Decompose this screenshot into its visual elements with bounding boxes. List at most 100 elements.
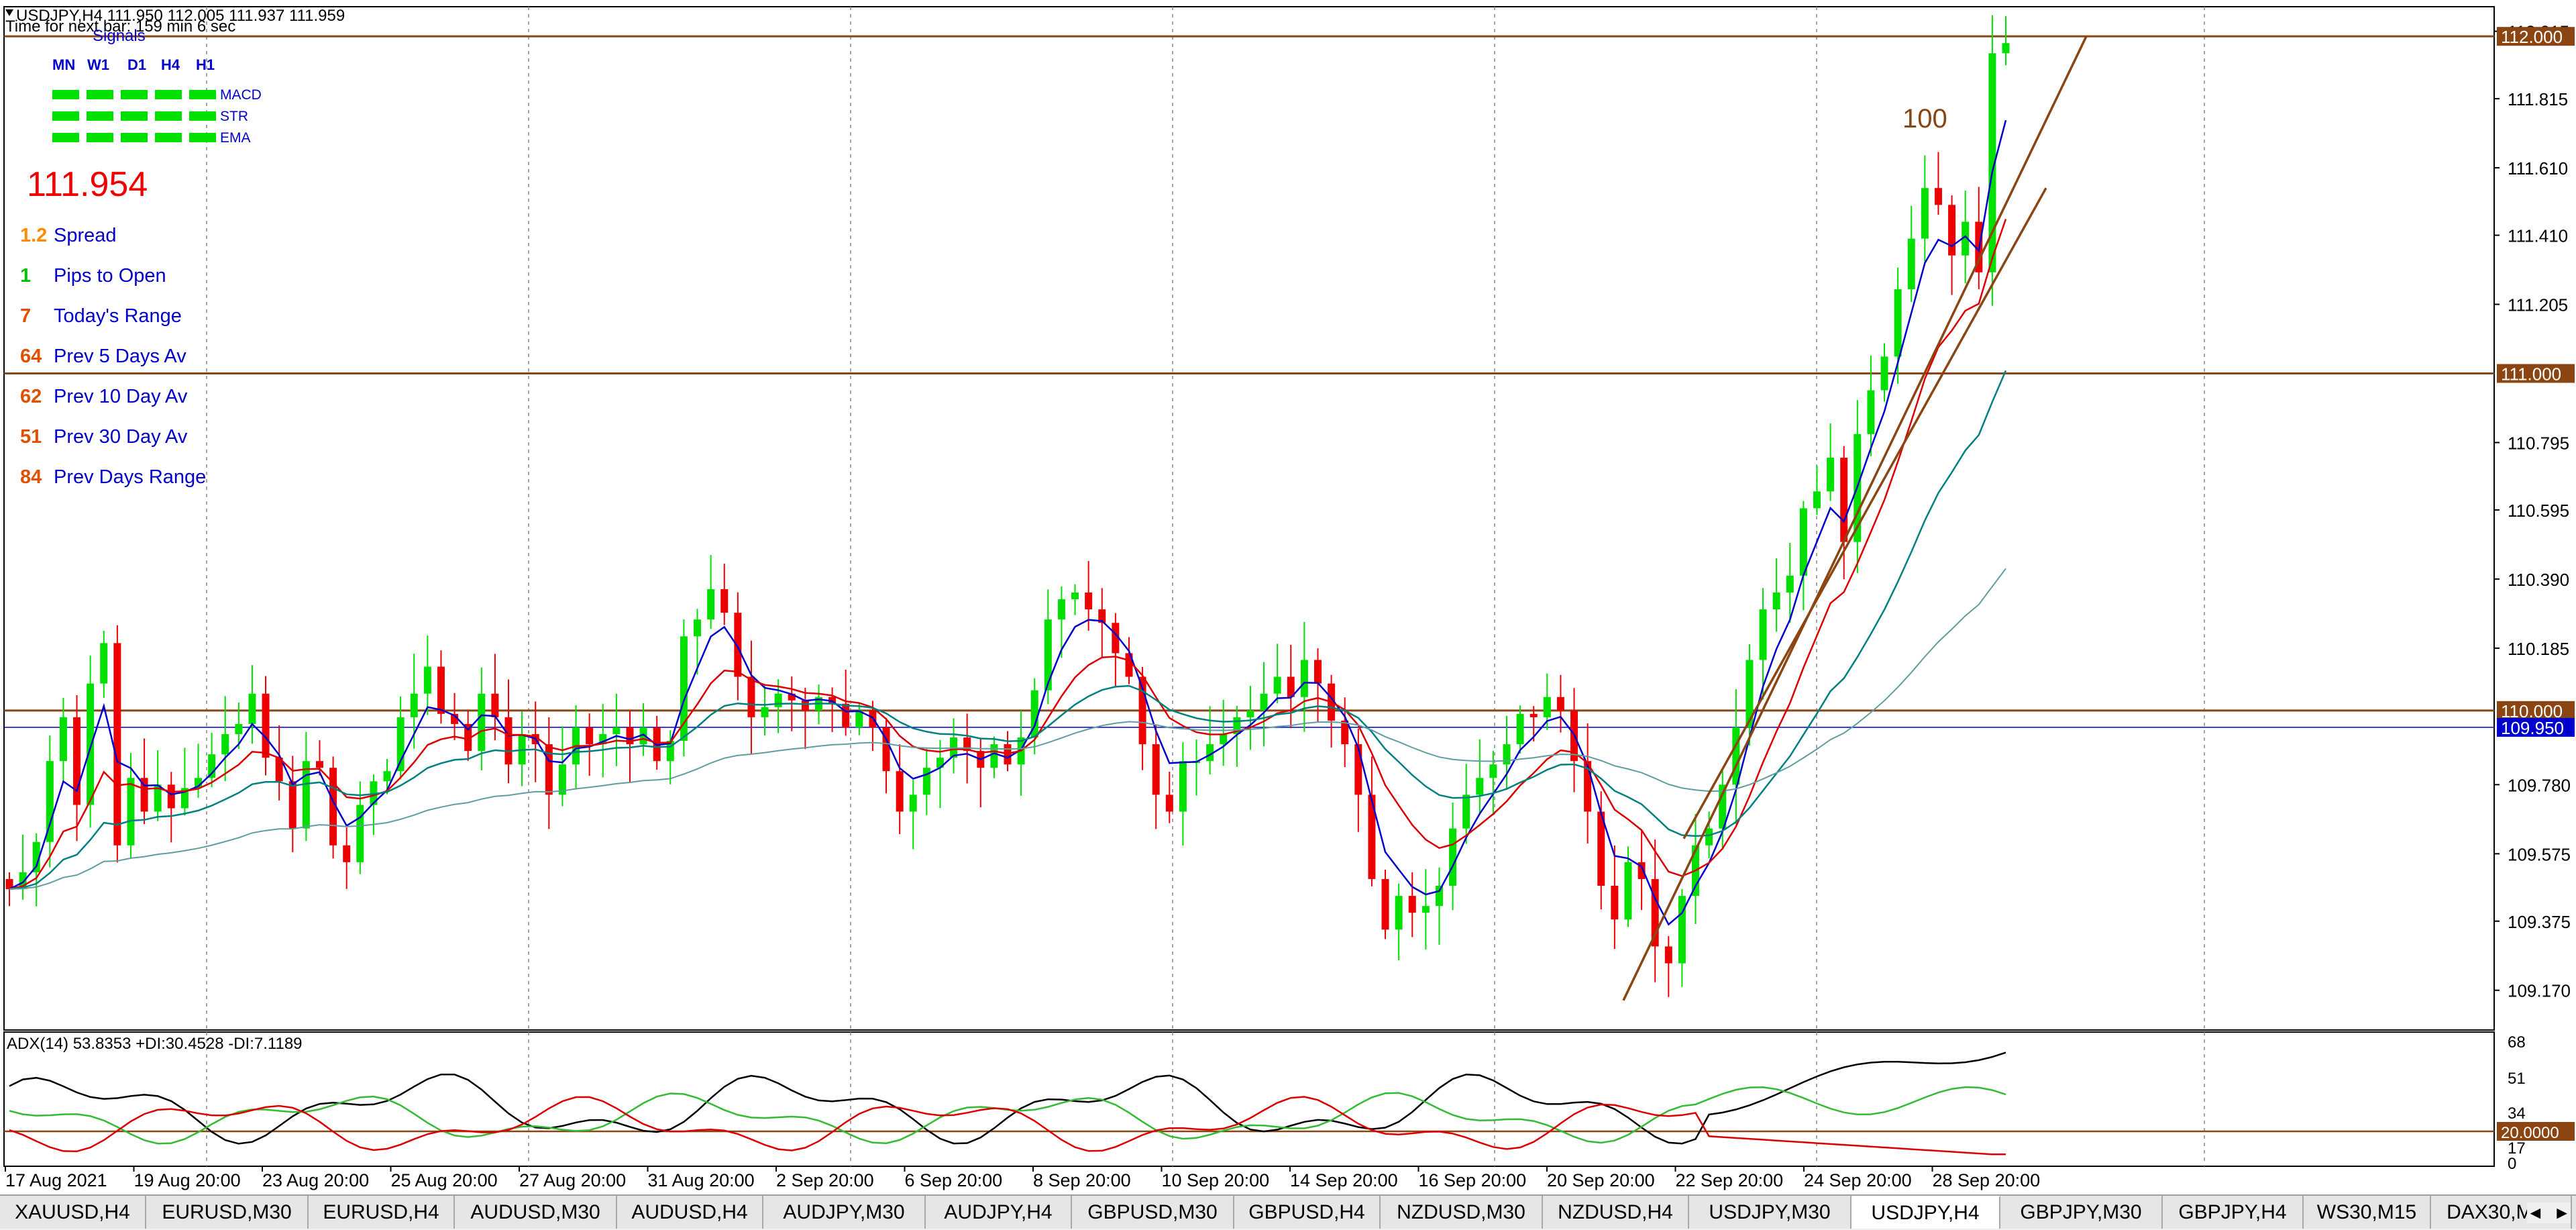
- candle-body[interactable]: [491, 693, 499, 717]
- candle-body[interactable]: [87, 683, 95, 805]
- candle-body[interactable]: [1840, 458, 1848, 542]
- candle-body[interactable]: [504, 717, 513, 765]
- candle-body[interactable]: [1651, 878, 1659, 947]
- trend-line-upper[interactable]: [1622, 36, 2088, 1001]
- chart-tab[interactable]: USDJPY,H4: [1851, 1196, 2000, 1229]
- candle-body[interactable]: [288, 781, 297, 829]
- candle-body[interactable]: [936, 758, 944, 768]
- candle-body[interactable]: [1543, 697, 1551, 717]
- chart-tab[interactable]: EURUSD,M30: [146, 1196, 309, 1229]
- candle-body[interactable]: [1948, 205, 1956, 256]
- candle-body[interactable]: [451, 713, 459, 724]
- candle-body[interactable]: [1921, 188, 1929, 239]
- candle-body[interactable]: [410, 693, 418, 717]
- chart-tab[interactable]: AUDUSD,M30: [455, 1196, 617, 1229]
- candle-body[interactable]: [113, 643, 121, 845]
- candle-body[interactable]: [1287, 676, 1295, 697]
- candle-body[interactable]: [626, 727, 634, 745]
- chart-tab[interactable]: USDJPY,M30: [1689, 1196, 1851, 1229]
- candle-body[interactable]: [1112, 623, 1120, 654]
- candle-body[interactable]: [100, 643, 108, 684]
- candle-body[interactable]: [167, 784, 175, 809]
- candle-body[interactable]: [1341, 720, 1349, 745]
- candle-body[interactable]: [1638, 862, 1646, 879]
- candle-body[interactable]: [1719, 784, 1727, 829]
- candle-body[interactable]: [275, 758, 283, 782]
- chart-tab[interactable]: GBPUSD,M30: [1072, 1196, 1234, 1229]
- candle-body[interactable]: [1085, 593, 1093, 610]
- candle-body[interactable]: [1152, 744, 1160, 795]
- collapse-arrow-icon[interactable]: [5, 9, 13, 16]
- candle-body[interactable]: [235, 723, 243, 734]
- candle-body[interactable]: [1732, 727, 1740, 785]
- candle-body[interactable]: [963, 737, 971, 752]
- candle-body[interactable]: [734, 613, 742, 677]
- candle-body[interactable]: [1827, 458, 1835, 492]
- candle-body[interactable]: [1746, 660, 1754, 727]
- candle-body[interactable]: [208, 754, 216, 778]
- candle-body[interactable]: [127, 778, 135, 845]
- chart-tab[interactable]: JP225: [2572, 1196, 2576, 1229]
- candle-body[interactable]: [478, 693, 486, 752]
- candle-body[interactable]: [1611, 886, 1619, 920]
- candle-body[interactable]: [1880, 356, 1888, 391]
- candle-body[interactable]: [383, 771, 391, 782]
- candle-body[interactable]: [1260, 693, 1268, 711]
- candle-body[interactable]: [1786, 575, 1794, 593]
- candle-body[interactable]: [1759, 609, 1767, 660]
- candle-body[interactable]: [896, 771, 904, 812]
- chart-tab[interactable]: GBPUSD,H4: [1234, 1196, 1381, 1229]
- chart-area[interactable]: 17 Aug 2021 19 Aug 20:00 23 Aug 20:00 25 Au…: [0, 0, 2576, 1194]
- candle-body[interactable]: [545, 744, 553, 795]
- candle-body[interactable]: [1529, 713, 1538, 717]
- candle-body[interactable]: [774, 693, 782, 707]
- candle-body[interactable]: [1962, 221, 1970, 256]
- candle-body[interactable]: [666, 741, 674, 762]
- candle-body[interactable]: [302, 761, 310, 829]
- candle-body[interactable]: [396, 717, 405, 772]
- candle-body[interactable]: [1313, 660, 1322, 684]
- candle-body[interactable]: [1179, 761, 1187, 812]
- candle-body[interactable]: [59, 717, 67, 762]
- candle-body[interactable]: [2002, 43, 2010, 54]
- chart-tab[interactable]: AUDJPY,H4: [926, 1196, 1072, 1229]
- chart-tab[interactable]: NZDUSD,M30: [1381, 1196, 1543, 1229]
- candle-body[interactable]: [801, 700, 809, 711]
- candle-body[interactable]: [1368, 795, 1376, 879]
- candle-body[interactable]: [1138, 676, 1146, 745]
- candle-body[interactable]: [437, 666, 445, 714]
- candle-body[interactable]: [1584, 761, 1592, 812]
- candle-body[interactable]: [694, 619, 702, 637]
- candle-body[interactable]: [1907, 238, 1915, 289]
- candle-body[interactable]: [882, 727, 890, 772]
- candle-body[interactable]: [464, 723, 472, 752]
- chart-tab[interactable]: DAX30,M15: [2431, 1196, 2572, 1229]
- candle-body[interactable]: [747, 676, 755, 717]
- candle-body[interactable]: [140, 778, 148, 812]
- candle-body[interactable]: [1867, 390, 1875, 434]
- candle-body[interactable]: [612, 727, 621, 734]
- chart-tab[interactable]: GBPJPY,H4: [2163, 1196, 2304, 1229]
- candle-body[interactable]: [248, 693, 256, 724]
- candle-body[interactable]: [1988, 53, 1996, 272]
- candle-body[interactable]: [1354, 744, 1362, 795]
- candle-body[interactable]: [370, 781, 378, 805]
- chart-tab[interactable]: WS30,M15: [2304, 1196, 2431, 1229]
- candle-body[interactable]: [5, 878, 13, 890]
- candle-body[interactable]: [1934, 188, 1942, 205]
- candle-body[interactable]: [1408, 896, 1416, 913]
- chart-tab[interactable]: NZDUSD,H4: [1543, 1196, 1689, 1229]
- candle-body[interactable]: [1772, 593, 1780, 610]
- candle-body[interactable]: [1489, 764, 1497, 778]
- candle-body[interactable]: [1273, 676, 1281, 694]
- candle-body[interactable]: [356, 805, 364, 862]
- candle-body[interactable]: [1799, 508, 1807, 576]
- candle-body[interactable]: [680, 636, 688, 741]
- candle-body[interactable]: [761, 707, 769, 717]
- candle-body[interactable]: [1246, 710, 1254, 717]
- candle-body[interactable]: [1206, 744, 1214, 762]
- candle-body[interactable]: [1597, 811, 1605, 886]
- candle-body[interactable]: [788, 693, 796, 701]
- candle-body[interactable]: [1813, 491, 1821, 509]
- candle-body[interactable]: [1071, 593, 1079, 600]
